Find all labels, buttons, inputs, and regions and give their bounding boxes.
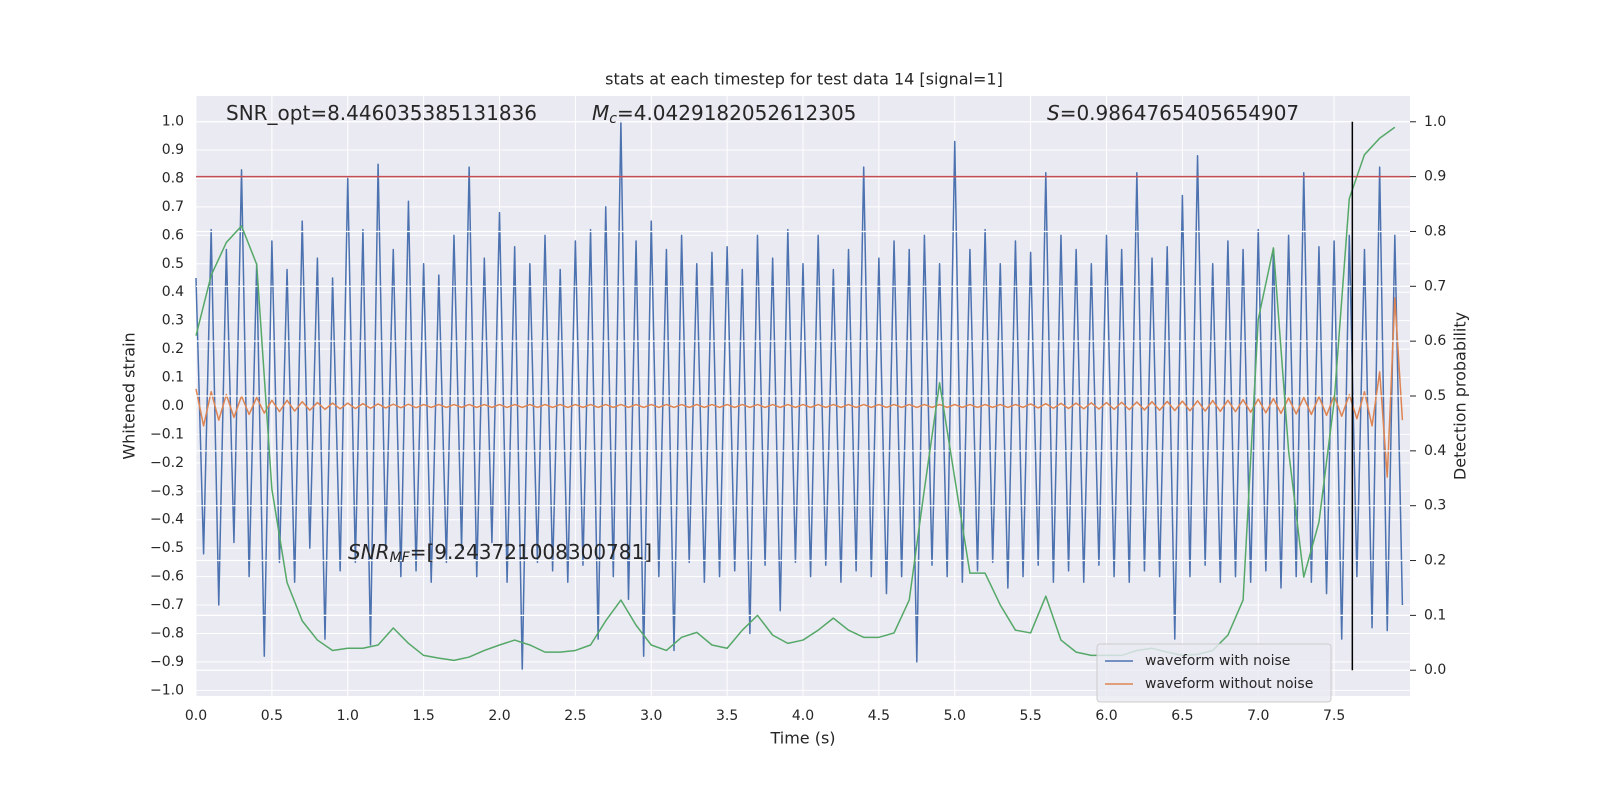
x-tick-label: 4.5 xyxy=(868,708,890,724)
x-tick-label: 2.0 xyxy=(488,708,510,724)
y-tick-label: 0.8 xyxy=(162,170,184,186)
y-tick-label: −1.0 xyxy=(150,682,184,698)
x-tick-label: 3.5 xyxy=(716,708,738,724)
y-tick-label: 0.6 xyxy=(162,227,184,243)
y2-tick-label: 0.3 xyxy=(1424,498,1446,514)
y2-tick-label: 0.1 xyxy=(1424,607,1446,623)
y2-tick-label: 0.2 xyxy=(1424,553,1446,569)
y-tick-label: −0.5 xyxy=(150,540,184,556)
y-tick-label: 0.9 xyxy=(162,142,184,158)
y-tick-label: −0.6 xyxy=(150,569,184,585)
annotation-symbol: S xyxy=(1047,101,1060,125)
annotation-symbol: M xyxy=(592,101,609,125)
x-tick-label: 2.5 xyxy=(564,708,586,724)
x-tick-label: 5.0 xyxy=(944,708,966,724)
y-tick-label: 0.2 xyxy=(162,341,184,357)
x-tick-label: 7.5 xyxy=(1323,708,1345,724)
y2-tick-label: 0.4 xyxy=(1424,443,1446,459)
y2-tick-label: 0.0 xyxy=(1424,662,1446,678)
y-tick-label: 0.3 xyxy=(162,313,184,329)
legend-box xyxy=(1096,643,1332,703)
y-tick-label: 1.0 xyxy=(162,114,184,130)
y-tick-label: 0.7 xyxy=(162,199,184,215)
y-tick-label: 0.5 xyxy=(162,256,184,272)
x-tick-label: 4.0 xyxy=(792,708,814,724)
annotation: S=0.9864765405654907 xyxy=(1047,101,1299,125)
x-tick-label: 6.5 xyxy=(1171,708,1193,724)
x-tick-label: 7.0 xyxy=(1247,708,1269,724)
y-tick-label: −0.7 xyxy=(150,597,184,613)
x-tick-label: 5.5 xyxy=(1019,708,1041,724)
y-tick-label: −0.1 xyxy=(150,426,184,442)
y-tick-label: 0.4 xyxy=(162,284,184,300)
y2-tick-label: 0.8 xyxy=(1424,223,1446,239)
x-tick-label: 6.0 xyxy=(1095,708,1117,724)
series-line xyxy=(195,120,1404,672)
x-tick-label: 1.5 xyxy=(412,708,434,724)
annotation-subscript: c xyxy=(609,111,617,127)
annotation-text: =0.9864765405654907 xyxy=(1060,101,1299,125)
annotation-text: =[9.243721008300781] xyxy=(410,540,652,564)
chart-title: stats at each timestep for test data 14 … xyxy=(605,70,1003,89)
annotation: SNR_opt=8.446035385131836 xyxy=(226,101,537,125)
annotation: SNRMF=[9.243721008300781] xyxy=(348,540,652,567)
y-tick-label: −0.3 xyxy=(150,483,184,499)
annotation-symbol: SNR xyxy=(348,540,390,564)
y2-tick-label: 0.5 xyxy=(1424,388,1446,404)
y-tick-label: −0.4 xyxy=(150,512,184,528)
annotation: Mc=4.0429182052612305 xyxy=(592,101,856,128)
x-tick-label: 1.0 xyxy=(337,708,359,724)
y2-tick-label: 1.0 xyxy=(1424,114,1446,130)
series-line xyxy=(195,297,1404,478)
x-tick-label: 0.0 xyxy=(185,708,207,724)
y2-axis-label: Detection probability xyxy=(1451,312,1470,480)
y-tick-label: 0.0 xyxy=(162,398,184,414)
x-tick-label: 0.5 xyxy=(261,708,283,724)
y-tick-label: 0.1 xyxy=(162,370,184,386)
y-axis-label: Whitened strain xyxy=(120,332,139,459)
annotation-subscript: MF xyxy=(390,550,411,566)
x-tick-label: 3.0 xyxy=(640,708,662,724)
annotation-text: SNR_opt=8.446035385131836 xyxy=(226,101,537,125)
x-axis-label: Time (s) xyxy=(769,729,835,748)
legend-label: waveform without noise xyxy=(1145,676,1313,692)
y-tick-label: −0.8 xyxy=(150,625,184,641)
legend-label: waveform with noise xyxy=(1145,653,1290,669)
y-tick-label: −0.9 xyxy=(150,654,184,670)
annotation-text: =4.0429182052612305 xyxy=(617,101,856,125)
y-tick-label: −0.2 xyxy=(150,455,184,471)
y2-tick-label: 0.9 xyxy=(1424,169,1446,185)
y2-tick-label: 0.6 xyxy=(1424,333,1446,349)
y2-tick-label: 0.7 xyxy=(1424,278,1446,294)
